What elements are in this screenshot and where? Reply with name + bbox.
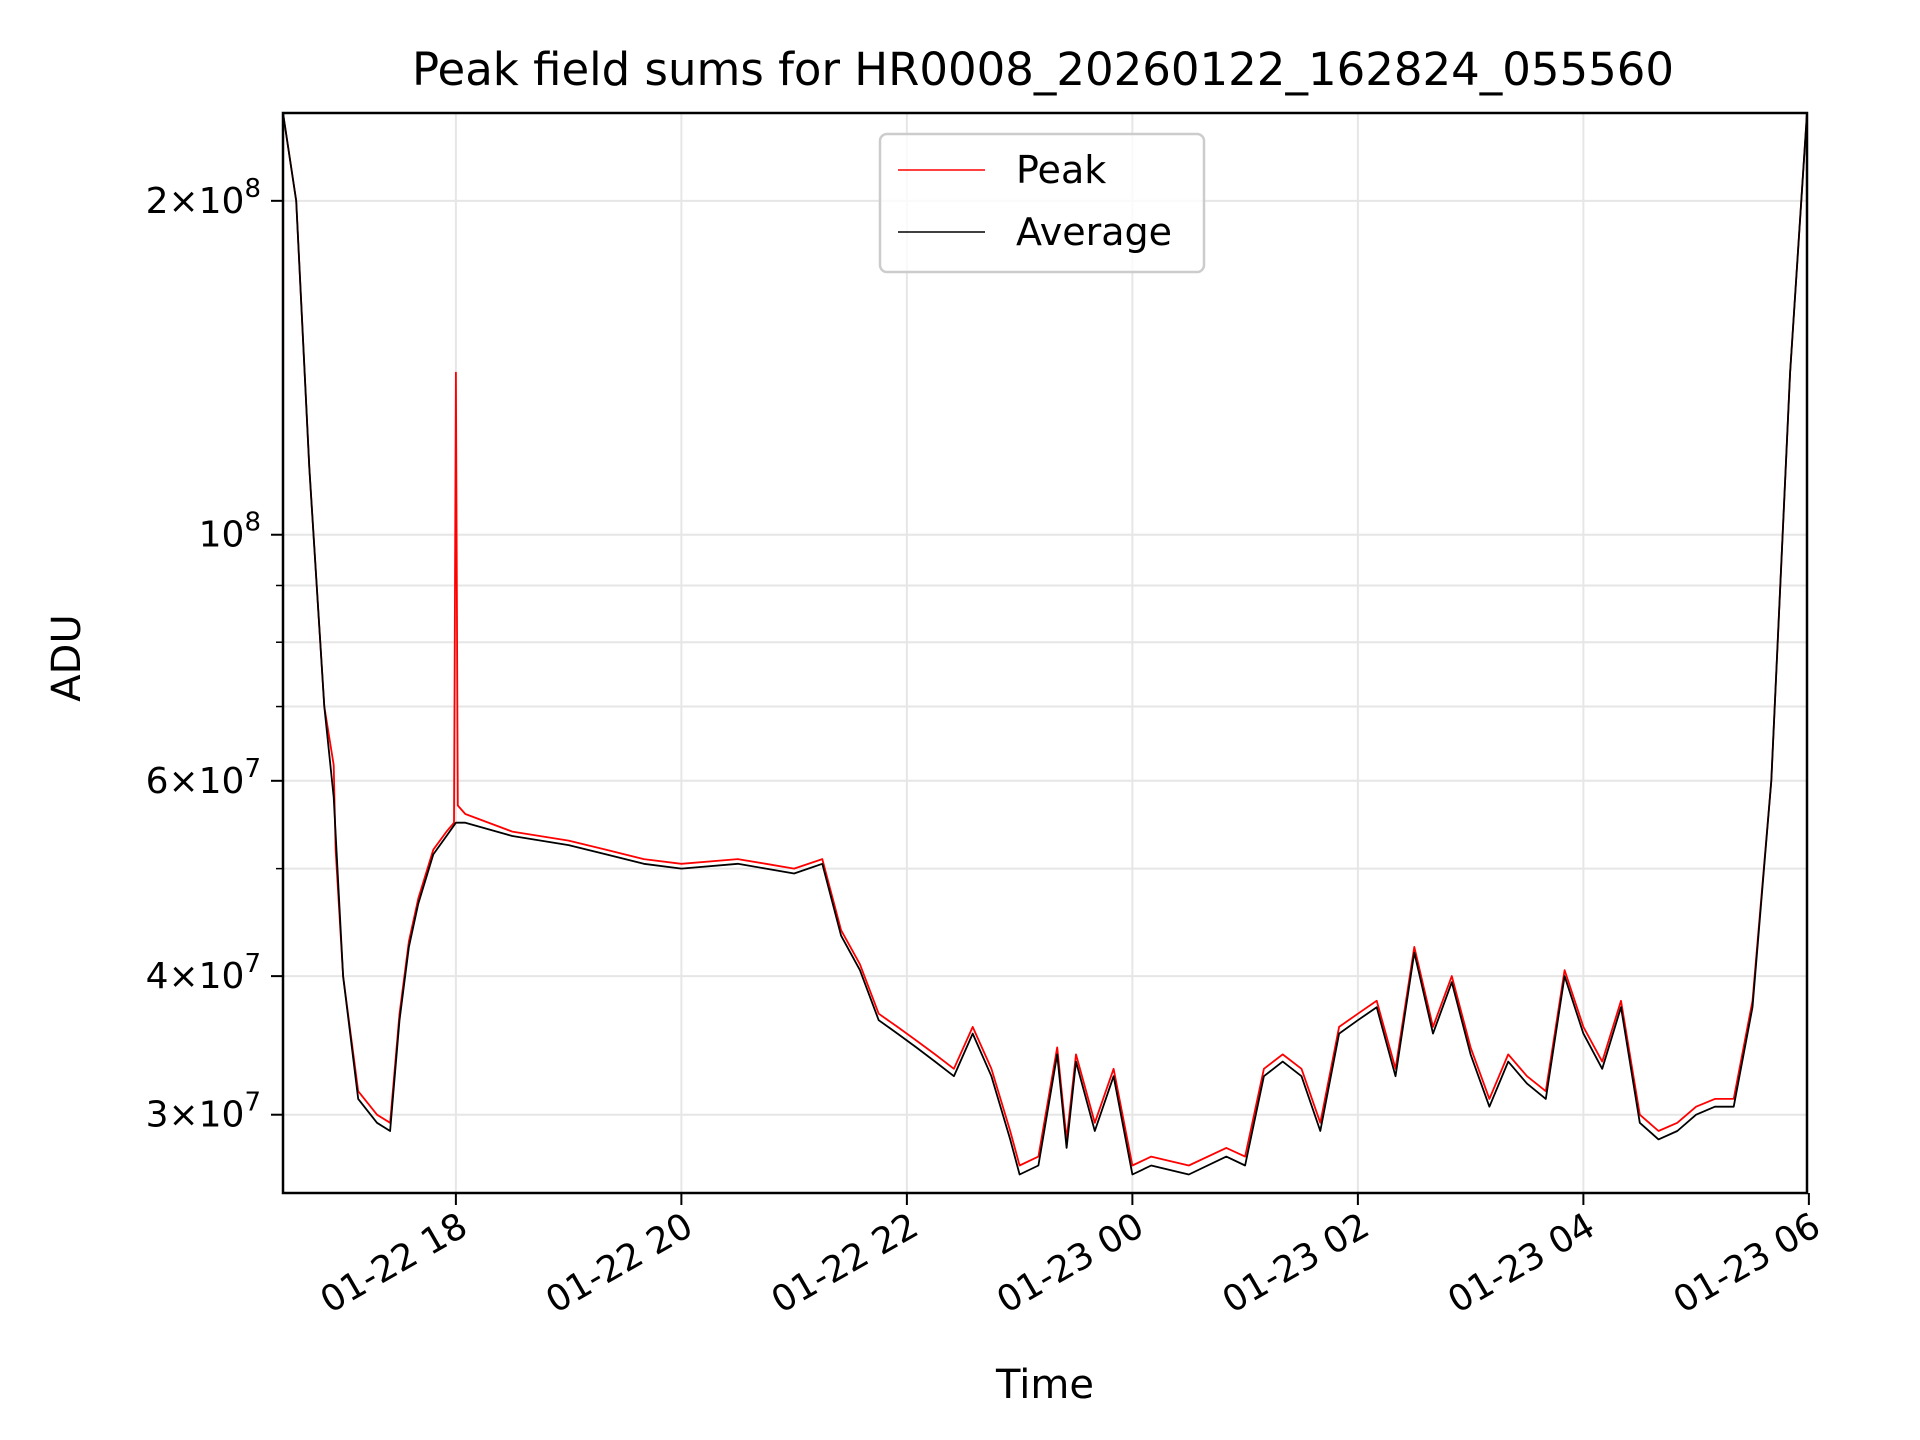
chart-title: Peak field sums for HR0008_20260122_1628… [412,43,1674,96]
y-axis-label: ADU [44,614,90,701]
x-axis-label: Time [995,1362,1094,1408]
y-tick-label: 3×107 [146,1088,261,1136]
plot-area-frame [281,111,1809,1195]
legend-box [878,132,1206,274]
legend-label-peak: Peak [1016,148,1106,192]
legend-label-average: Average [1016,210,1172,254]
legend: Peak Average [878,132,1206,274]
y-tick-label: 4×107 [146,949,261,997]
series-layer [283,113,1807,1176]
y-tick-label: 2×108 [146,174,261,222]
series-line-peak [283,113,1807,1167]
series-line-average [283,113,1807,1176]
y-tick-label: 6×107 [146,754,261,802]
